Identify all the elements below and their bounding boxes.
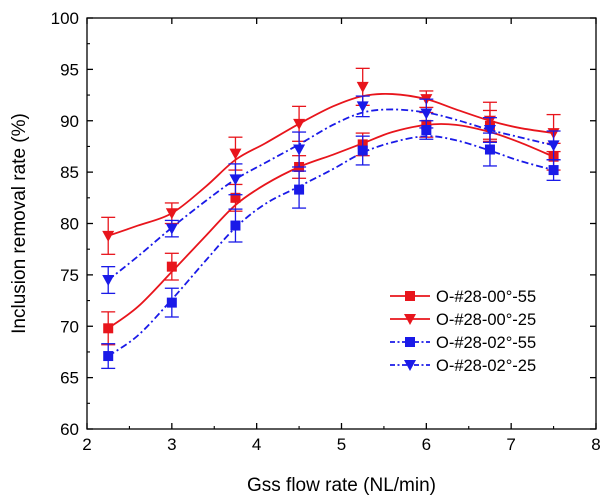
y-tick-label: 60 bbox=[60, 420, 79, 439]
legend-label: O-#28-00°-55 bbox=[436, 288, 536, 306]
data-point bbox=[102, 230, 115, 242]
x-tick-label: 4 bbox=[252, 435, 261, 454]
legend: O-#28-00°-55 O-#28-00°-25 O-#28-02°-55 O-#2… bbox=[390, 288, 536, 375]
series-1-line bbox=[107, 123, 554, 330]
data-point bbox=[229, 174, 242, 186]
y-tick-label: 85 bbox=[60, 163, 79, 182]
data-point bbox=[421, 124, 432, 135]
legend-item-2: O-#28-00°-25 bbox=[390, 311, 536, 329]
data-point bbox=[356, 101, 369, 113]
data-point bbox=[547, 140, 560, 152]
x-tick-label: 3 bbox=[167, 435, 176, 454]
y-tick-label: 80 bbox=[60, 215, 79, 234]
y-tick-label: 90 bbox=[60, 112, 79, 131]
y-tick-label: 70 bbox=[60, 317, 79, 336]
y-tick-label: 65 bbox=[60, 369, 79, 388]
data-point bbox=[420, 108, 433, 120]
data-point bbox=[102, 275, 115, 287]
legend-label: O-#28-02°-55 bbox=[436, 334, 536, 352]
legend-label: O-#28-02°-25 bbox=[436, 357, 536, 375]
data-point bbox=[230, 192, 241, 203]
data-point bbox=[230, 220, 241, 231]
legend-marker bbox=[404, 314, 416, 325]
data-point bbox=[484, 144, 495, 155]
x-tick-label: 7 bbox=[506, 435, 515, 454]
data-point bbox=[166, 261, 177, 272]
data-point bbox=[548, 165, 559, 176]
y-axis-title: Inclusion removal rate (%) bbox=[9, 113, 30, 334]
x-tick-label: 2 bbox=[82, 435, 91, 454]
x-tick-label: 6 bbox=[422, 435, 431, 454]
y-tick-label: 95 bbox=[60, 60, 79, 79]
data-point bbox=[165, 223, 178, 235]
data-point bbox=[483, 124, 496, 136]
series-4 bbox=[101, 95, 561, 295]
data-point bbox=[166, 297, 177, 308]
data-point bbox=[293, 144, 306, 156]
series-layer bbox=[101, 67, 561, 370]
data-point bbox=[294, 184, 305, 195]
legend-marker bbox=[404, 360, 416, 371]
data-point bbox=[229, 148, 242, 160]
series-3 bbox=[101, 120, 561, 370]
legend-label: O-#28-00°-25 bbox=[436, 311, 536, 329]
data-point bbox=[293, 118, 306, 130]
data-point bbox=[103, 351, 114, 362]
series-4-line bbox=[107, 108, 554, 281]
series-2-line bbox=[107, 92, 554, 237]
legend-marker bbox=[405, 337, 415, 347]
series-3-line bbox=[107, 135, 554, 357]
legend-item-3: O-#28-02°-55 bbox=[390, 334, 536, 352]
x-tick-label: 5 bbox=[337, 435, 346, 454]
y-tick-label: 100 bbox=[51, 9, 79, 28]
x-axis-title: Gss flow rate (NL/min) bbox=[247, 475, 436, 496]
y-tick-label: 75 bbox=[60, 266, 79, 285]
legend-item-1: O-#28-00°-55 bbox=[390, 288, 536, 306]
data-point bbox=[356, 81, 369, 93]
x-tick-label: 8 bbox=[591, 435, 600, 454]
data-point bbox=[165, 208, 178, 220]
legend-marker bbox=[405, 291, 415, 301]
data-point bbox=[357, 145, 368, 156]
data-point bbox=[103, 323, 114, 334]
axes-layer: 2 3 4 5 6 7 8 60 65 70 75 80 85 90 95 100 bbox=[51, 9, 601, 454]
legend-item-4: O-#28-02°-25 bbox=[390, 357, 536, 375]
